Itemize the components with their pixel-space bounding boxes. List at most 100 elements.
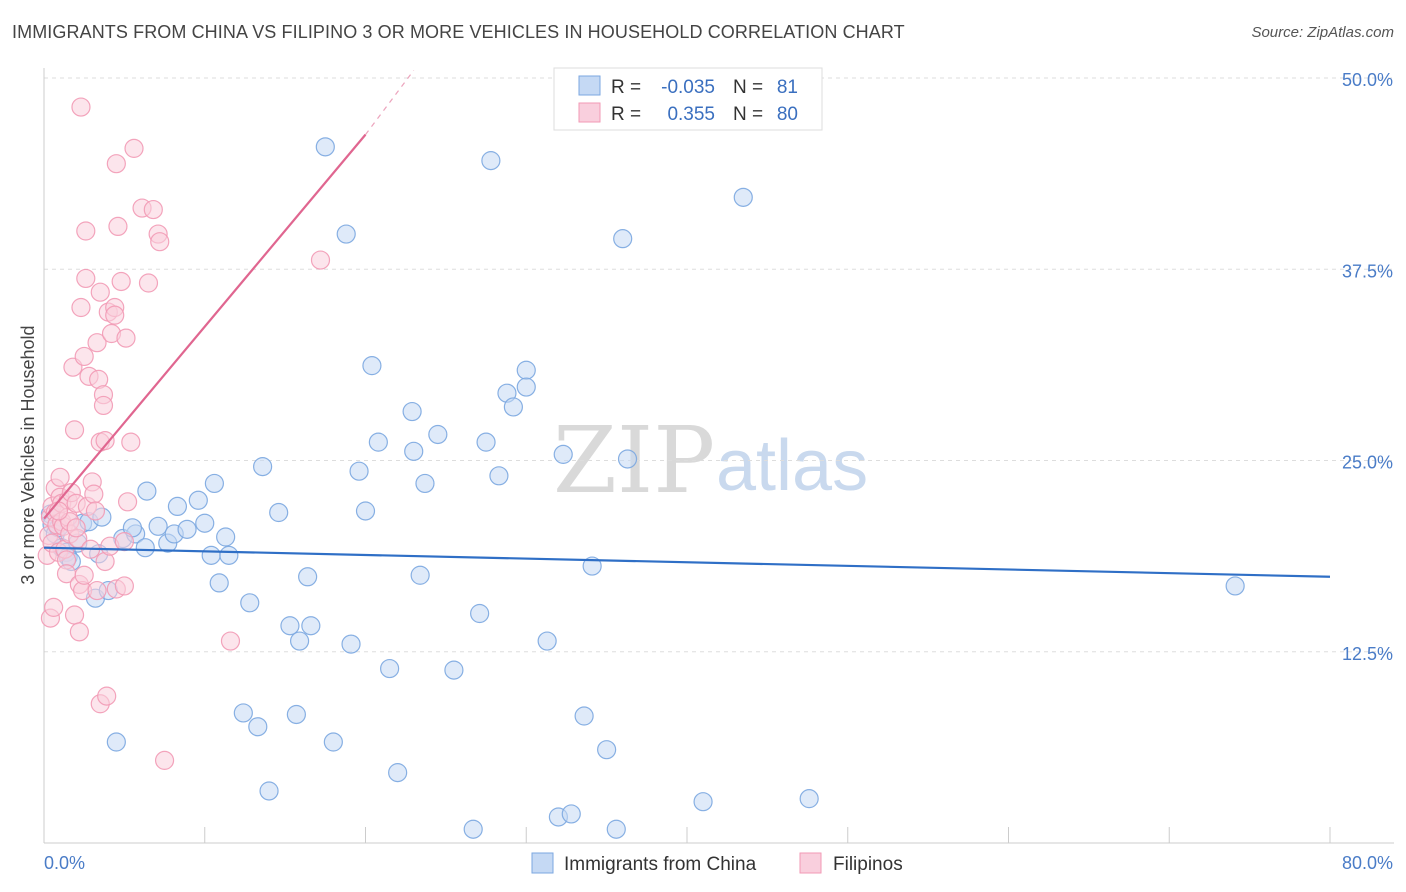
filipino-point: [138, 273, 159, 293]
china-point: [613, 229, 633, 249]
x-axis-ticks: [204, 827, 1331, 843]
china-point: [489, 466, 509, 486]
filipino-point: [64, 420, 85, 440]
china-point: [188, 490, 208, 510]
china-point: [233, 703, 253, 723]
china-point: [574, 706, 594, 726]
china-point: [204, 473, 224, 494]
legend-r-value-filipino: 0.355: [667, 104, 715, 125]
filipino-point: [220, 631, 241, 651]
x-tick-label-min: 0.0%: [44, 853, 85, 873]
china-point: [341, 634, 361, 654]
filipino-point: [114, 531, 134, 552]
filipino-point: [143, 199, 163, 220]
chart-source: Source: ZipAtlas.com: [1251, 24, 1394, 41]
legend-swatch-filipino: [578, 102, 601, 123]
china-point: [106, 732, 126, 752]
trend-line-filipino: [43, 133, 367, 520]
china-point: [733, 187, 753, 207]
filipino-point: [74, 565, 94, 585]
china-point: [470, 603, 490, 624]
china-point: [1225, 576, 1245, 596]
filipino-point: [117, 492, 138, 512]
china-point: [553, 444, 573, 464]
china-point: [259, 781, 279, 801]
trend-line-filipino-extension: [365, 69, 415, 135]
china-point: [298, 567, 318, 587]
china-point: [201, 545, 221, 565]
china-point: [402, 401, 422, 422]
y-axis-tick-labels: 12.5% 25.0% 37.5% 50.0%: [1342, 70, 1393, 664]
china-point: [410, 565, 430, 585]
filipino-point: [76, 268, 96, 289]
china-point: [444, 660, 464, 680]
legend-swatch-china: [578, 75, 601, 96]
bottom-legend-swatch-china: [531, 852, 554, 874]
bottom-legend-label-china: Immigrants from China: [564, 854, 757, 875]
trend-lines: [43, 69, 1331, 578]
filipino-point: [84, 484, 104, 504]
filipino-point: [74, 346, 94, 367]
filipino-point: [48, 501, 69, 521]
filipino-point: [66, 518, 86, 538]
china-point: [606, 819, 626, 839]
filipino-point: [105, 305, 125, 325]
china-point: [280, 616, 300, 636]
china-point: [209, 573, 229, 593]
china-point: [269, 502, 289, 523]
y-tick-label: 12.5%: [1342, 644, 1393, 664]
china-point: [388, 763, 408, 783]
legend: R = -0.035 N = 81 R = 0.355 N = 80: [553, 67, 823, 131]
y-tick-label: 25.0%: [1342, 453, 1393, 473]
filipino-point: [64, 605, 85, 625]
china-point: [516, 360, 536, 380]
filipino-point: [50, 467, 70, 487]
filipino-point: [97, 686, 117, 706]
filipino-point: [111, 271, 131, 292]
filipino-point: [114, 576, 134, 596]
china-point: [516, 377, 536, 397]
filipino-point: [124, 138, 144, 158]
china-point: [404, 441, 424, 461]
china-point: [195, 513, 215, 533]
china-point: [135, 538, 155, 558]
legend-r-value-china: -0.035: [661, 77, 715, 98]
china-point: [380, 658, 400, 679]
filipino-point: [93, 395, 114, 416]
bottom-legend-swatch-filipino: [799, 852, 822, 874]
china-point: [253, 457, 273, 477]
china-point: [481, 151, 501, 171]
filipino-point: [44, 597, 64, 617]
filipino-point: [95, 431, 115, 451]
china-point: [799, 789, 819, 809]
legend-r-label-china: R =: [611, 77, 641, 98]
chart-title: IMMIGRANTS FROM CHINA VS FILIPINO 3 OR M…: [12, 22, 905, 42]
china-point: [323, 732, 343, 752]
filipino-point: [106, 154, 126, 174]
china-point: [289, 631, 310, 651]
china-point: [167, 496, 188, 516]
china-point: [503, 397, 523, 417]
china-point: [240, 593, 260, 613]
filipino-point: [71, 97, 91, 117]
legend-n-value-filipino: 80: [777, 104, 798, 125]
china-point: [597, 740, 617, 760]
china-point: [362, 356, 382, 376]
china-point: [286, 704, 306, 725]
trend-line-china: [43, 546, 1331, 578]
china-point: [415, 473, 435, 494]
y-axis-label: 3 or more Vehicles in Household: [18, 325, 38, 584]
x-tick-label-max: 80.0%: [1342, 853, 1393, 873]
filipino-point: [154, 750, 175, 770]
china-point: [315, 137, 335, 157]
china-point: [561, 804, 581, 824]
filipino-point: [116, 328, 136, 348]
china-point: [301, 616, 321, 636]
china-point: [336, 224, 356, 244]
china-point: [349, 461, 369, 481]
china-point: [617, 449, 638, 469]
filipino-point: [90, 282, 110, 302]
legend-n-label-china: N =: [733, 77, 763, 98]
filipino-point: [76, 221, 96, 241]
